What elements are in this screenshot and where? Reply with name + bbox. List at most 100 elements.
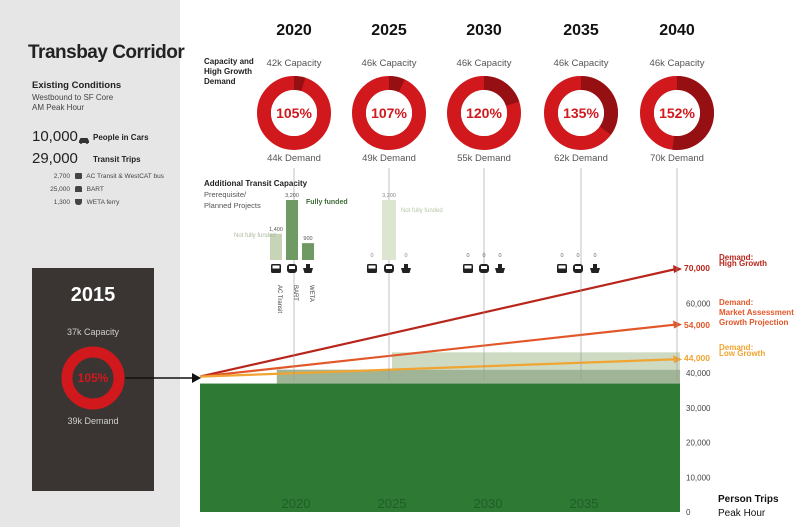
y-tick-label: 0 bbox=[686, 508, 691, 517]
bus-icon bbox=[557, 264, 567, 273]
series-end-value: 44,000 bbox=[684, 353, 710, 363]
baseline-year: 2015 bbox=[70, 284, 116, 306]
cars-label: People in Cars bbox=[93, 133, 149, 142]
capacity-label-2: High Growth bbox=[204, 67, 252, 76]
donut-hole bbox=[461, 90, 507, 136]
donut-overflow-arc bbox=[483, 76, 520, 107]
train-icon bbox=[479, 264, 489, 273]
year-heading: 2040 bbox=[659, 22, 695, 39]
demand-arrowhead bbox=[673, 320, 682, 329]
project-bar bbox=[382, 200, 396, 260]
donut-hole bbox=[366, 90, 412, 136]
x-tick-label: 2025 bbox=[378, 496, 407, 511]
year-heading: 2035 bbox=[563, 22, 599, 39]
ferry-cabin bbox=[306, 264, 310, 268]
train-icon bbox=[74, 186, 82, 193]
capacity-label-3: Demand bbox=[204, 77, 236, 86]
capacity-label: Capacity and bbox=[204, 57, 254, 66]
year-capacity: 46k Capacity bbox=[554, 58, 609, 69]
ferry-cabin bbox=[498, 264, 502, 268]
ferry-icon bbox=[495, 264, 505, 273]
ferry-hull bbox=[495, 268, 505, 273]
fully-funded-label: Fully funded bbox=[306, 199, 348, 206]
ferry-icon bbox=[590, 264, 600, 273]
mode-row: 1,300 WETA ferry bbox=[50, 199, 120, 206]
demand-line bbox=[199, 323, 677, 378]
page-title: Transbay Corridor bbox=[28, 42, 185, 63]
connector-arrowhead bbox=[192, 373, 201, 383]
planned-projects-text: Planned Projects bbox=[204, 201, 261, 210]
demand-line bbox=[199, 358, 677, 378]
year-heading: 2025 bbox=[371, 22, 407, 39]
project-bar-label: 1,400 bbox=[269, 227, 283, 233]
year-capacity: 42k Capacity bbox=[267, 58, 322, 69]
donut-pct: 105% bbox=[276, 105, 312, 121]
train-window bbox=[289, 266, 295, 269]
project-bar-label: 900 bbox=[303, 236, 312, 242]
transit-label: Transit Trips bbox=[93, 155, 141, 164]
donut-hole bbox=[654, 90, 700, 136]
series-label: Low Growth bbox=[719, 349, 765, 358]
period-text: AM Peak Hour bbox=[32, 103, 85, 112]
year-column: 2025 46k Capacity 107% 49k Demand bbox=[352, 22, 426, 380]
ferry-hull bbox=[590, 268, 600, 273]
existing-conditions-heading: Existing Conditions bbox=[32, 80, 122, 91]
y-axis-label: Person Trips bbox=[718, 494, 779, 505]
baseline-demand: 39k Demand bbox=[67, 416, 119, 426]
bus-icon bbox=[463, 264, 473, 273]
year-demand: 49k Demand bbox=[362, 153, 416, 164]
not-funded-label: Not fully funded bbox=[234, 233, 276, 239]
mode-value: 25,000 bbox=[50, 186, 70, 193]
donut-overflow-arc bbox=[580, 76, 618, 135]
baseline-2015-box bbox=[32, 268, 154, 491]
project-zero-label: 0 bbox=[466, 253, 469, 259]
donut-pct: 135% bbox=[563, 105, 599, 121]
series-end-value: 54,000 bbox=[684, 320, 710, 330]
added-capacity-band bbox=[392, 352, 680, 370]
mode-label: AC Transit & WestCAT bus bbox=[86, 173, 164, 180]
year-demand: 44k Demand bbox=[267, 153, 321, 164]
direction-text: Westbound to SF Core bbox=[32, 93, 114, 102]
series-end-value: 70,000 bbox=[684, 263, 710, 273]
baseline-pct: 105% bbox=[78, 371, 109, 385]
ferry-hull bbox=[401, 268, 411, 273]
bus-icon bbox=[367, 264, 377, 273]
project-zero-label: 0 bbox=[560, 253, 563, 259]
x-tick-label: 2020 bbox=[282, 496, 311, 511]
project-bar-label: 0 bbox=[370, 253, 373, 259]
y-tick-label: 40,000 bbox=[686, 369, 711, 378]
additional-capacity-heading: Additional Transit Capacity bbox=[204, 179, 308, 188]
mode-label: WETA ferry bbox=[86, 199, 120, 206]
year-demand: 70k Demand bbox=[650, 153, 704, 164]
year-demand: 62k Demand bbox=[554, 153, 608, 164]
donut-pct: 152% bbox=[659, 105, 695, 121]
bus-icon bbox=[74, 173, 82, 180]
mode-row: 2,700 AC Transit & WestCAT bus bbox=[50, 173, 164, 180]
donut-overflow-arc bbox=[672, 76, 714, 150]
mode-value: 1,300 bbox=[53, 199, 70, 206]
project-zero-label: 0 bbox=[593, 253, 596, 259]
transit-value: 29,000 bbox=[32, 150, 78, 167]
project-zero-label: 0 bbox=[576, 253, 579, 259]
demand-arrowhead bbox=[673, 265, 682, 273]
donut-hole bbox=[558, 90, 604, 136]
mode-label: BART bbox=[86, 186, 104, 193]
year-demand: 55k Demand bbox=[457, 153, 511, 164]
year-column: 2035 46k Capacity 135% 62k Demand bbox=[544, 22, 618, 380]
ferry-cabin bbox=[404, 264, 408, 268]
y-axis-label: Peak Hour bbox=[718, 508, 766, 519]
year-column: 2030 46k Capacity 120% 55k Demand bbox=[447, 22, 521, 380]
ferry-hull bbox=[303, 268, 313, 273]
not-funded-label: Not fully funded bbox=[401, 208, 443, 214]
year-column: 2040 46k Capacity 152% 70k Demand bbox=[640, 22, 714, 380]
project-bar bbox=[270, 233, 282, 260]
added-capacity-band bbox=[276, 369, 680, 384]
demand-arrowhead bbox=[673, 355, 682, 364]
project-zero-label: 0 bbox=[482, 253, 485, 259]
train-icon bbox=[384, 264, 394, 273]
series-label: Demand: bbox=[719, 253, 753, 262]
train-window bbox=[575, 266, 581, 269]
cars-value: 10,000 bbox=[32, 128, 78, 145]
project-zero-label: 0 bbox=[498, 253, 501, 259]
ferry-cabin bbox=[593, 264, 597, 268]
